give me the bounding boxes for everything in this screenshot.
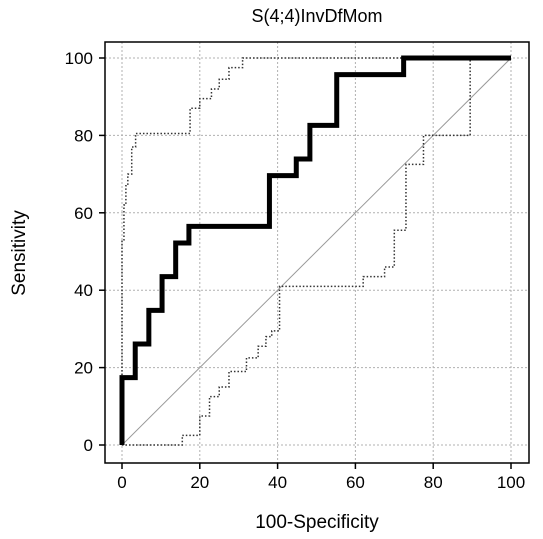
y-tick-labels: 0 20 40 60 80 100 (65, 49, 93, 455)
x-axis-label: 100-Specificity (255, 512, 379, 533)
y-tick-label: 80 (74, 126, 93, 145)
plot-frame (104, 41, 530, 464)
x-tick-label: 60 (346, 473, 365, 492)
roc-curve-line (119, 55, 511, 445)
x-tick-label: 100 (497, 473, 525, 492)
y-tick-label: 20 (74, 359, 93, 378)
y-axis-label: Sensitivity (9, 210, 30, 296)
y-tick-label: 0 (84, 436, 93, 455)
ci-lower-line (122, 57, 511, 446)
x-tick-label: 40 (268, 473, 287, 492)
x-tick-label: 80 (424, 473, 443, 492)
x-tick-labels: 0 20 40 60 80 100 (117, 473, 525, 492)
y-tick-label: 100 (65, 49, 93, 68)
grid (105, 42, 529, 463)
x-tick-label: 0 (117, 473, 126, 492)
y-tick-label: 40 (74, 281, 93, 300)
ci-upper-line (121, 57, 511, 445)
reference-diagonal-layer (121, 57, 512, 446)
chart-title: S(4;4)InvDfMom (251, 6, 382, 26)
confidence-band-layer (121, 57, 511, 446)
roc-curve-layer (119, 55, 511, 445)
y-tick-label: 60 (74, 204, 93, 223)
axis-ticks (99, 57, 512, 469)
reference-diagonal-line (121, 57, 512, 446)
x-tick-label: 20 (190, 473, 209, 492)
